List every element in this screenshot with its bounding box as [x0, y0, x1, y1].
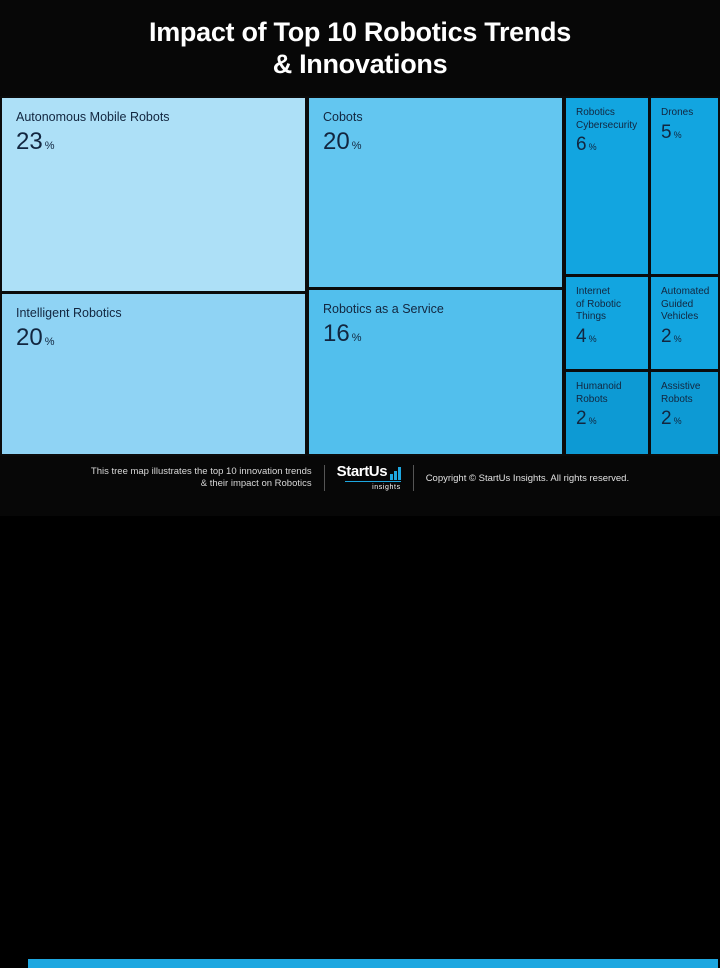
treemap-cell-value: 4% — [576, 325, 597, 349]
treemap-cell-number: 16 — [323, 320, 350, 347]
treemap-cell-label: Autonomous Mobile Robots — [16, 110, 170, 124]
poster-header: Impact of Top 10 Robotics Trends & Innov… — [0, 0, 720, 96]
bar-chart-icon — [390, 466, 401, 480]
percent-sign: % — [588, 142, 597, 152]
startus-insights-logo: StartUs insights — [325, 462, 413, 493]
footer-divider-left — [323, 465, 325, 491]
treemap-cell-number: 2 — [661, 408, 672, 429]
percent-sign: % — [673, 416, 682, 426]
treemap-cell-value: 20% — [323, 129, 361, 159]
treemap-cell-label: Robotics as a Service — [323, 302, 444, 316]
percent-sign: % — [673, 333, 682, 344]
treemap-cell-value: 20% — [16, 325, 54, 355]
treemap-cell-value: 2% — [661, 409, 682, 431]
poster-footer: This tree map illustrates the top 10 inn… — [0, 456, 720, 968]
logo-underline — [344, 480, 401, 483]
treemap-cell-label: Automated Guided Vehicles — [661, 286, 710, 322]
treemap-cell[interactable]: Cobots 20% — [309, 98, 562, 287]
treemap-cell-number: 6 — [576, 134, 587, 155]
percent-sign: % — [673, 129, 682, 140]
treemap-cell-value: 16% — [323, 321, 361, 351]
page-title-line-2: & Innovations — [272, 49, 448, 79]
copyright-text: Copyright © StartUs Insights. All rights… — [425, 472, 630, 484]
treemap-cell[interactable]: Assistive Robots 2% — [651, 372, 718, 454]
logo-wordmark: StartUs — [336, 462, 388, 480]
treemap-cell-label: Robotics Cybersecurity — [576, 107, 638, 131]
treemap-cell-number: 23 — [16, 128, 43, 155]
logo-subtext: insights — [372, 484, 401, 492]
treemap-cell[interactable]: Internet of Robotic Things 4% — [566, 277, 648, 369]
footer-caption: This tree map illustrates the top 10 inn… — [90, 465, 312, 490]
treemap-cell[interactable]: Robotics Cybersecurity 6% — [566, 98, 648, 274]
treemap-cell-value: 6% — [576, 135, 597, 157]
treemap-cell-value: 23% — [16, 129, 54, 159]
treemap-cell-number: 5 — [661, 121, 672, 143]
page-title-line-1: Impact of Top 10 Robotics Trends — [149, 17, 571, 47]
treemap-chart: Autonomous Mobile Robots 23% Cobots 20% Robo… — [0, 96, 720, 456]
percent-sign: % — [588, 333, 597, 344]
treemap-cell-value: 2% — [576, 409, 597, 431]
treemap-cell-label: Cobots — [323, 110, 363, 124]
treemap-cell-value: 5% — [661, 121, 682, 145]
treemap-cell[interactable]: Drones 5% — [651, 98, 718, 274]
percent-sign: % — [351, 332, 362, 344]
treemap-cell-label: Intelligent Robotics — [16, 306, 122, 320]
treemap-cell-number: 2 — [661, 325, 672, 347]
treemap-cell-value: 2% — [661, 325, 682, 349]
treemap-cell-number: 4 — [576, 325, 587, 347]
percent-sign: % — [351, 140, 362, 152]
percent-sign: % — [44, 336, 55, 348]
footer-divider-right — [412, 465, 414, 491]
treemap-cell[interactable]: Robotics as a Service 16% — [309, 290, 562, 454]
treemap-cell[interactable]: Autonomous Mobile Robots 23% — [2, 98, 305, 291]
percent-sign: % — [44, 140, 55, 152]
treemap-cell-label: Internet of Robotic Things — [576, 286, 622, 322]
treemap-cell-number: 20 — [323, 128, 350, 155]
treemap-cell[interactable]: Automated Guided Vehicles 2% — [651, 277, 718, 369]
bottom-accent-strip — [28, 959, 718, 968]
treemap-cell-label: Assistive Robots — [661, 381, 701, 405]
treemap-cell-number: 20 — [16, 324, 43, 351]
treemap-cell-label: Drones — [661, 107, 694, 118]
treemap-cell-label: Humanoid Robots — [576, 381, 622, 405]
treemap-cell[interactable]: Intelligent Robotics 20% — [2, 294, 305, 454]
percent-sign: % — [588, 416, 597, 426]
treemap-cell-number: 2 — [576, 408, 587, 429]
treemap-cell[interactable]: Humanoid Robots 2% — [566, 372, 648, 454]
